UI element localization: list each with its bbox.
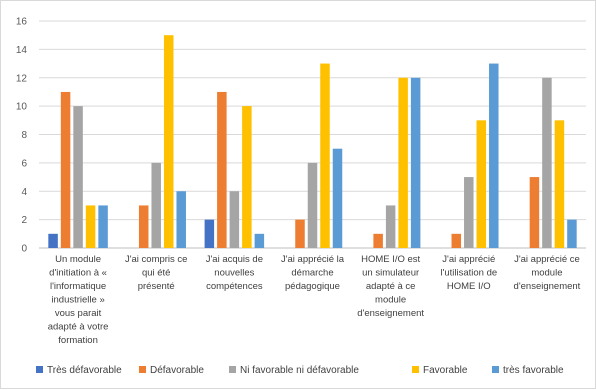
legend-label: très favorable bbox=[503, 365, 564, 376]
bar bbox=[48, 233, 58, 248]
bar bbox=[398, 77, 408, 248]
bar bbox=[151, 162, 161, 248]
x-category-label: J'ai compris ce qui été présenté bbox=[125, 254, 188, 292]
bar bbox=[204, 219, 215, 248]
bar bbox=[163, 35, 174, 248]
bar bbox=[320, 63, 330, 248]
bar bbox=[385, 205, 396, 248]
bar bbox=[85, 205, 96, 248]
bar bbox=[254, 233, 265, 248]
bar bbox=[138, 205, 149, 248]
legend-swatch bbox=[492, 366, 499, 373]
legend-label: Défavorable bbox=[150, 365, 204, 376]
bar bbox=[307, 162, 318, 248]
legend-swatch bbox=[412, 366, 419, 373]
legend-label: Ni favorable ni défavorable bbox=[240, 365, 359, 376]
y-tick-label: 14 bbox=[16, 45, 28, 56]
bar bbox=[554, 120, 565, 248]
legend-swatch bbox=[36, 366, 43, 373]
y-tick-label: 4 bbox=[21, 187, 27, 198]
bar bbox=[217, 91, 227, 248]
bar bbox=[529, 177, 540, 248]
bar bbox=[567, 219, 577, 248]
y-tick-label: 6 bbox=[21, 158, 27, 169]
bar bbox=[373, 233, 383, 248]
bar bbox=[73, 106, 83, 248]
bar bbox=[98, 205, 108, 248]
legend-swatch bbox=[229, 366, 236, 373]
x-category-label: HOME I/O est un simulateur adapté à ce modu… bbox=[357, 254, 424, 319]
y-tick-label: 16 bbox=[16, 17, 28, 28]
bar bbox=[489, 63, 499, 248]
legend-label: Très défavorable bbox=[47, 365, 122, 376]
bar bbox=[451, 233, 462, 248]
y-tick-label: 10 bbox=[16, 102, 28, 113]
bar bbox=[242, 106, 252, 248]
bar bbox=[410, 77, 421, 248]
x-category-label: Un module d'initiation à «l'informatique i… bbox=[48, 254, 109, 346]
y-tick-label: 8 bbox=[21, 130, 27, 141]
bar bbox=[60, 91, 71, 248]
bar bbox=[476, 120, 487, 248]
y-tick-label: 12 bbox=[16, 73, 28, 84]
y-tick-label: 2 bbox=[21, 215, 27, 226]
bar bbox=[229, 191, 240, 248]
legend-swatch bbox=[139, 366, 146, 373]
legend-label: Favorable bbox=[423, 365, 468, 376]
bar bbox=[332, 148, 343, 248]
x-category-label: J'ai acquis de nouvelles compétences bbox=[206, 254, 263, 292]
x-category-label: J'ai apprécié ce module d'enseignement bbox=[514, 254, 581, 292]
x-category-label: J'ai apprécié la démarche pédagogique bbox=[281, 254, 345, 292]
bar bbox=[464, 177, 474, 248]
bar bbox=[542, 77, 552, 248]
x-category-label: J'ai apprécié l'utilisation de HOME I/O bbox=[440, 254, 497, 292]
bar bbox=[176, 191, 186, 248]
y-tick-label: 0 bbox=[21, 244, 27, 255]
bar bbox=[295, 219, 305, 248]
